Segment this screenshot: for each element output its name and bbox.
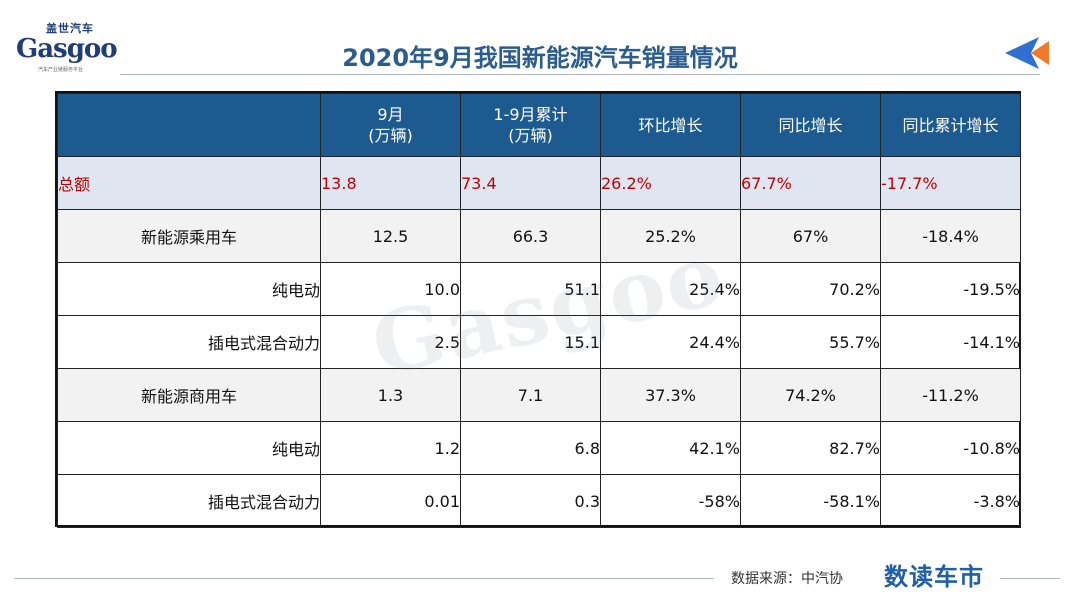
logo-main-text: Gasgoo (16, 34, 118, 64)
row-label: 插电式混合动力 (57, 315, 321, 369)
table-cell: -58.1% (740, 474, 881, 528)
table-cell: -11.2% (880, 368, 1021, 422)
table-cell: -10.8% (880, 421, 1021, 475)
table-cell: 70.2% (740, 262, 881, 316)
table-cell: 82.7% (740, 421, 881, 475)
logo-sub-text: 汽车产业链服务平台 (38, 67, 84, 73)
table-cell: 7.1 (460, 368, 601, 422)
data-source: 数据来源：中汽协 (731, 571, 843, 587)
table-cell: 26.2% (600, 156, 741, 210)
table-cell: 6.8 (460, 421, 601, 475)
row-label: 总额 (57, 156, 321, 210)
column-header: 9月 (万辆) (320, 93, 461, 157)
table-cell: 67.7% (740, 156, 881, 210)
arrow-left-icon (1005, 37, 1049, 69)
row-label: 新能源商用车 (57, 368, 321, 422)
sales-table: 9月 (万辆) 1-9月累计 (万辆) 环比增长 同比增长 同比累计增长 总额 13.8 73.4… (55, 91, 1021, 528)
table-cell: 25.2% (600, 209, 741, 263)
column-header (57, 93, 321, 157)
table-cell: -18.4% (880, 209, 1021, 263)
table-cell: 2.5 (320, 315, 461, 369)
column-header: 环比增长 (600, 93, 741, 157)
table-cell: 51.1 (460, 262, 601, 316)
table-cell: 10.0 (320, 262, 461, 316)
row-label: 新能源乘用车 (57, 209, 321, 263)
table-cell: 12.5 (320, 209, 461, 263)
table-cell: 0.01 (320, 474, 461, 528)
row-label: 纯电动 (57, 262, 321, 316)
table-cell: 24.4% (600, 315, 741, 369)
table-row: 纯电动 1.2 6.8 42.1% 82.7% -10.8% (57, 421, 1021, 475)
row-label: 纯电动 (57, 421, 321, 475)
table-cell: 67% (740, 209, 881, 263)
table-cell: -3.8% (880, 474, 1021, 528)
table-row-total: 总额 13.8 73.4 26.2% 67.7% -17.7% (57, 156, 1021, 210)
table-row: 插电式混合动力 0.01 0.3 -58% -58.1% -3.8% (57, 474, 1021, 528)
table-cell: 74.2% (740, 368, 881, 422)
table-cell: 55.7% (740, 315, 881, 369)
table-cell: 42.1% (600, 421, 741, 475)
table-cell: 0.3 (460, 474, 601, 528)
column-header: 同比增长 (740, 93, 881, 157)
table-cell: 66.3 (460, 209, 601, 263)
title-divider (120, 74, 1040, 75)
table-row: 纯电动 10.0 51.1 25.4% 70.2% -19.5% (57, 262, 1021, 316)
table-row: 新能源商用车 1.3 7.1 37.3% 74.2% -11.2% (57, 368, 1021, 422)
table-cell: -19.5% (880, 262, 1021, 316)
column-header: 同比累计增长 (880, 93, 1021, 157)
table-cell: 73.4 (460, 156, 601, 210)
table-cell: 15.1 (460, 315, 601, 369)
column-header: 1-9月累计 (万辆) (460, 93, 601, 157)
table-header-row: 9月 (万辆) 1-9月累计 (万辆) 环比增长 同比增长 同比累计增长 (57, 93, 1021, 157)
brand-mark: 数读车市 (884, 563, 984, 591)
footer-divider-right (1000, 578, 1060, 579)
table-cell: -14.1% (880, 315, 1021, 369)
footer-divider-left (14, 578, 714, 579)
logo-top-text: 盖世汽车 (46, 22, 94, 35)
table-cell: -58% (600, 474, 741, 528)
table-cell: 1.2 (320, 421, 461, 475)
gasgoo-logo: 盖世汽车 Gasgoo 汽车产业链服务平台 (16, 20, 118, 78)
row-label: 插电式混合动力 (57, 474, 321, 528)
table-cell: -17.7% (880, 156, 1021, 210)
table-cell: 25.4% (600, 262, 741, 316)
table-cell: 13.8 (320, 156, 461, 210)
table-row: 插电式混合动力 2.5 15.1 24.4% 55.7% -14.1% (57, 315, 1021, 369)
table-row: 新能源乘用车 12.5 66.3 25.2% 67% -18.4% (57, 209, 1021, 263)
table-cell: 37.3% (600, 368, 741, 422)
table-cell: 1.3 (320, 368, 461, 422)
page-title: 2020年9月我国新能源汽车销量情况 (342, 44, 738, 72)
